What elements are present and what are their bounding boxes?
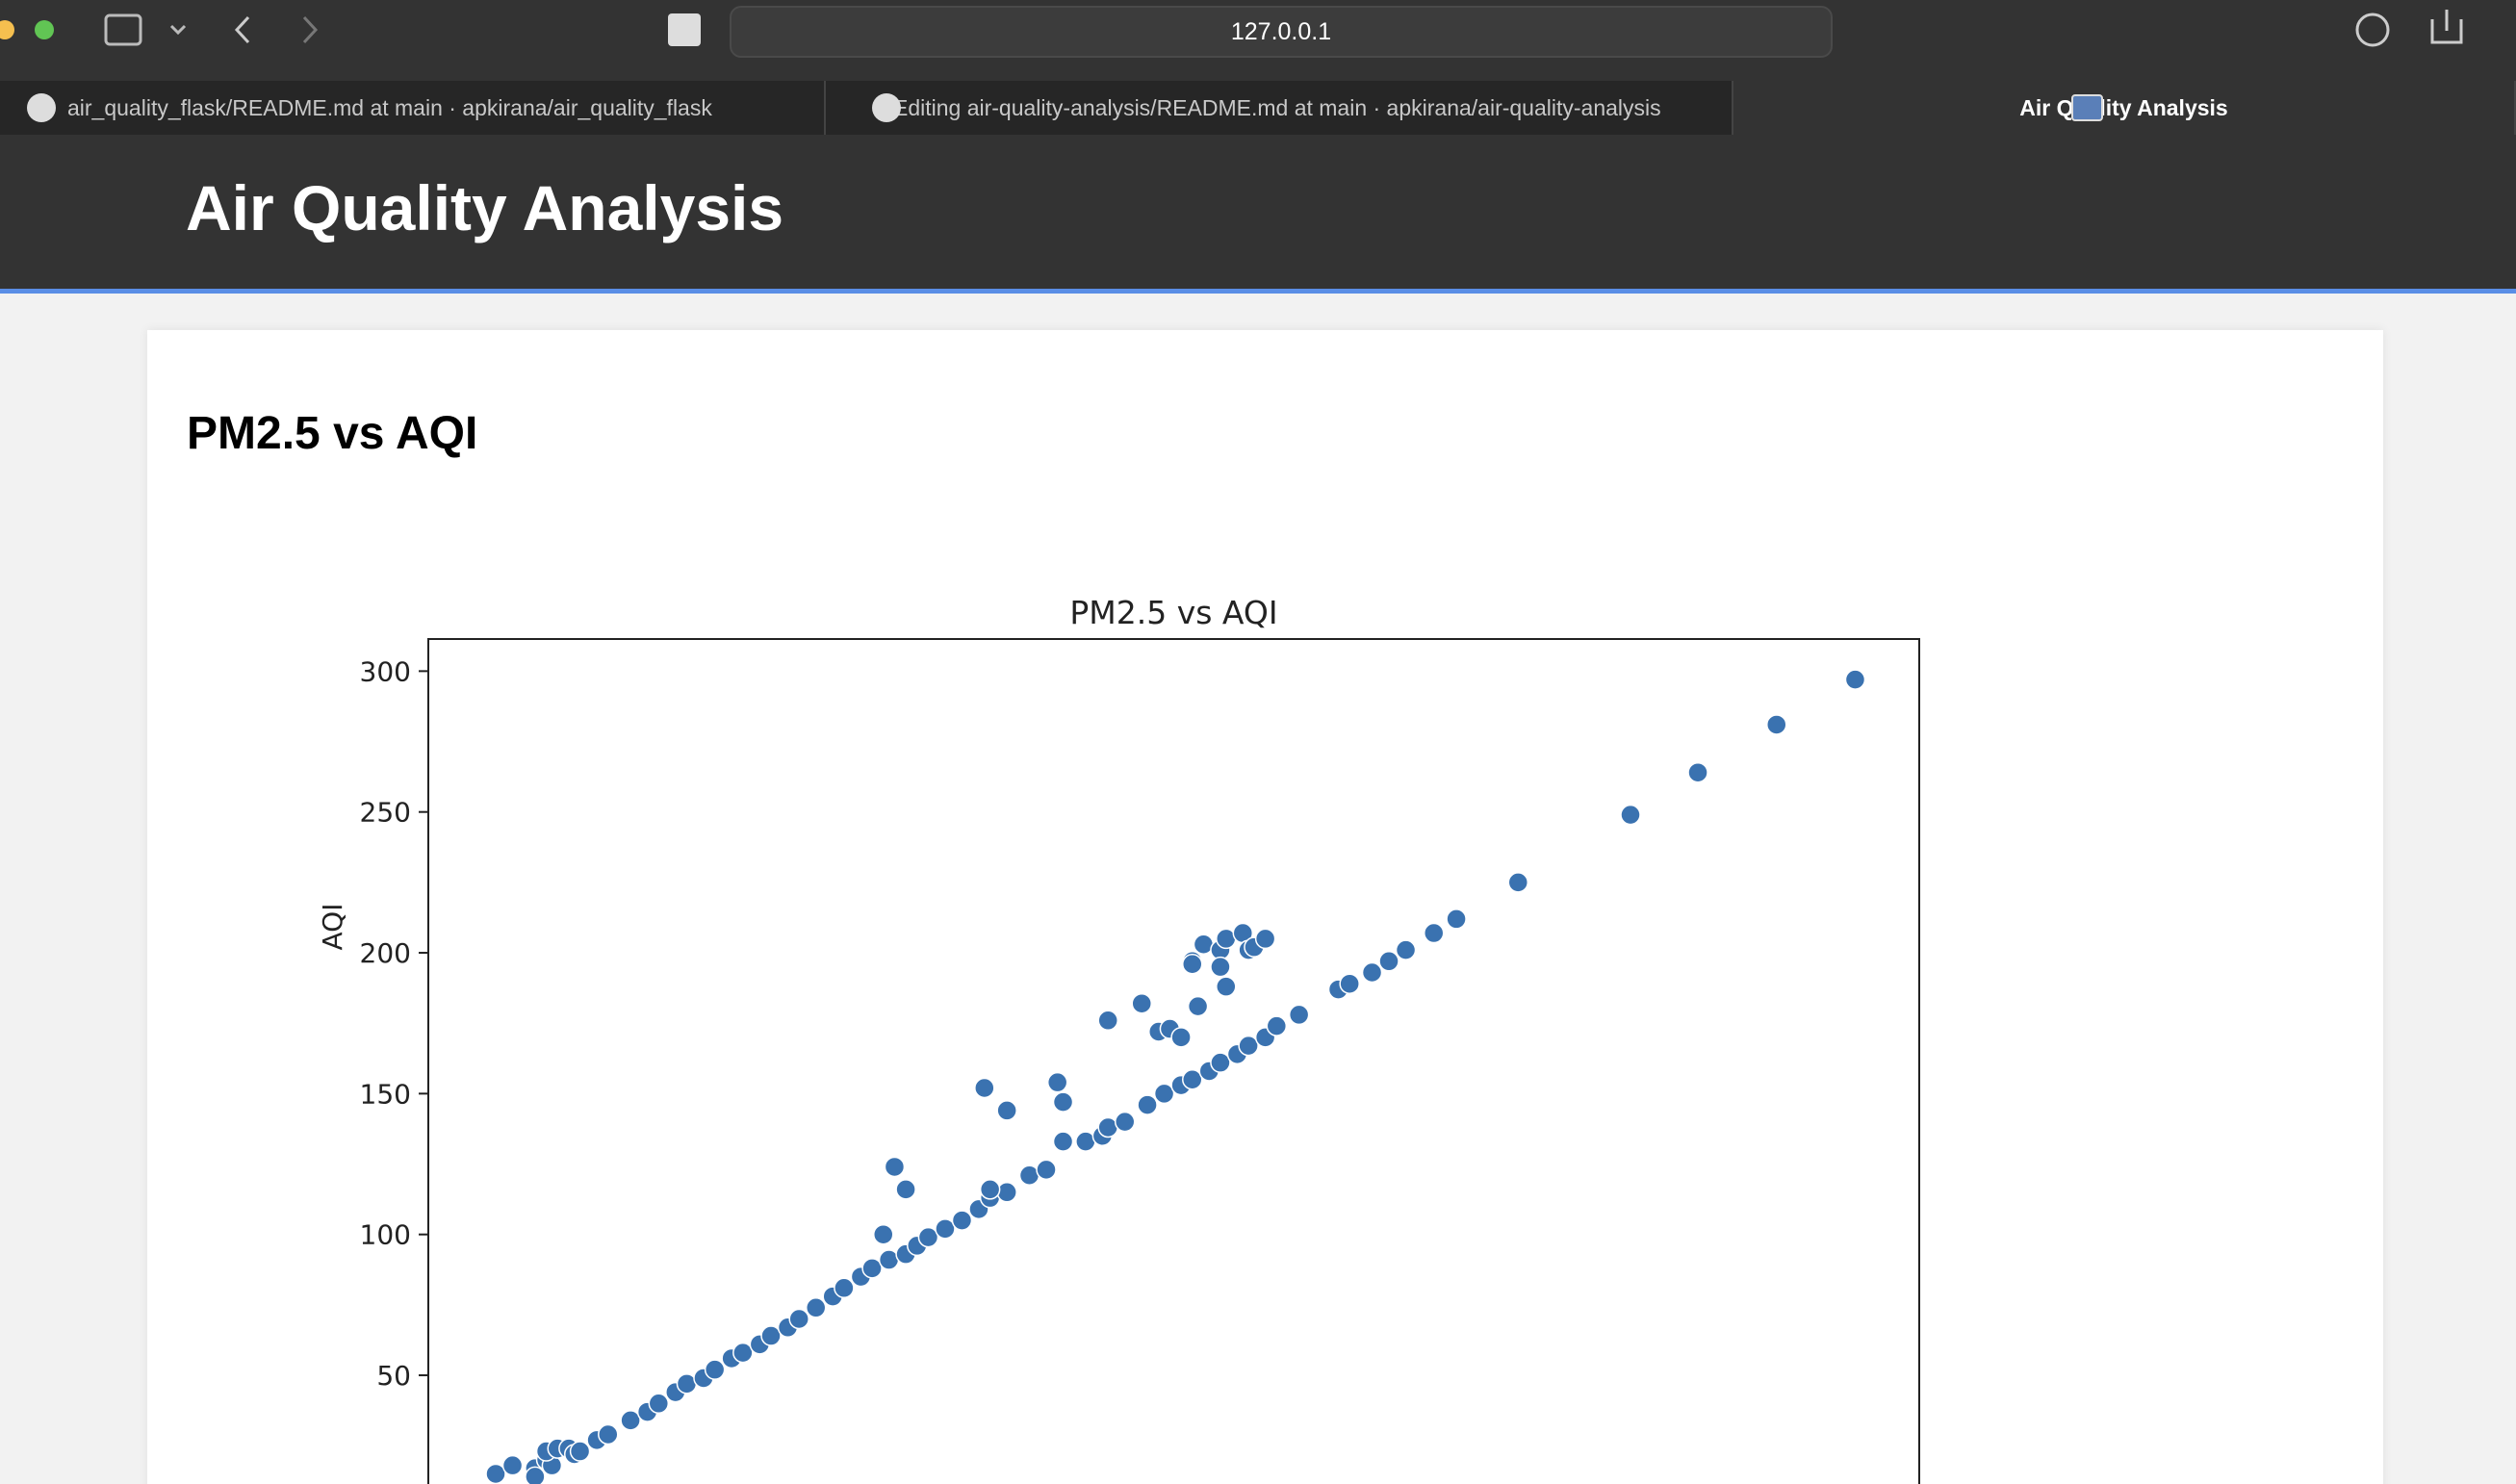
scatter-point <box>1446 908 1467 930</box>
scatter-point <box>996 1100 1017 1121</box>
page-header: Air Quality Analysis <box>0 135 2516 294</box>
scatter-point <box>704 1359 726 1380</box>
scatter-point <box>895 1179 916 1200</box>
sidebar-menu[interactable] <box>169 24 187 36</box>
scatter-point <box>1687 761 1708 783</box>
section-title: PM2.5 vs AQI <box>187 408 478 459</box>
scatter-point <box>1052 1131 1074 1152</box>
scatter-point <box>1036 1159 1057 1181</box>
scatter-point <box>917 1226 939 1248</box>
y-tick-label: 300 <box>360 655 411 687</box>
scatter-point <box>834 1277 855 1299</box>
scatter-point <box>760 1325 782 1346</box>
scatter-point <box>1266 1015 1288 1036</box>
scatter-point <box>974 1077 995 1099</box>
y-tick-label: 50 <box>376 1360 411 1392</box>
scatter-point <box>884 1156 906 1178</box>
back-button[interactable] <box>234 15 250 44</box>
scatter-point <box>1182 1068 1203 1090</box>
page-icon <box>2071 94 2103 121</box>
scatter-point <box>569 1441 591 1462</box>
scatter-point <box>1182 953 1203 975</box>
scatter-point <box>525 1466 546 1484</box>
scatter-point <box>996 1182 1017 1203</box>
scatter-point <box>1507 872 1529 893</box>
page-title: Air Quality Analysis <box>186 172 784 243</box>
tab-bar: air_quality_flask/README.md at main · ap… <box>0 81 2516 135</box>
scatter-point <box>1046 1071 1068 1093</box>
y-axis-label: AQI <box>317 904 348 951</box>
scatter-point <box>1361 961 1383 984</box>
scatter-point <box>598 1423 619 1446</box>
tab-icons <box>27 93 2103 122</box>
scatter-point <box>1170 1027 1192 1048</box>
y-tick-label: 250 <box>360 797 411 829</box>
scatter-point <box>1378 951 1399 972</box>
scatter-point <box>805 1297 827 1318</box>
scatter-point <box>873 1223 894 1245</box>
scatter-point <box>1187 995 1209 1017</box>
scatter-point <box>861 1258 883 1279</box>
scatter-point <box>1288 1004 1310 1026</box>
scatter-point <box>1216 976 1237 997</box>
github-icon <box>872 93 901 122</box>
downloads-button[interactable] <box>2355 13 2390 47</box>
sidebar-button[interactable] <box>104 13 142 46</box>
scatter-point <box>1210 1052 1231 1073</box>
scatter-point <box>788 1308 809 1330</box>
scatter-point <box>1153 1083 1175 1105</box>
chart-title: PM2.5 vs AQI <box>1069 594 1277 631</box>
scatter-point <box>1114 1111 1136 1133</box>
scatter-point <box>1339 973 1360 994</box>
scatter-point <box>501 1454 524 1476</box>
scatter-point <box>648 1393 670 1415</box>
plot-frame <box>427 638 1920 1484</box>
address-bar[interactable]: 127.0.0.1 <box>730 6 1833 58</box>
github-icon <box>27 93 56 122</box>
scatter-point <box>1137 1094 1158 1115</box>
tab[interactable]: Air Quality Analysis <box>1733 81 2516 135</box>
share-button[interactable] <box>2430 10 2463 44</box>
y-tick-label: 100 <box>360 1219 411 1251</box>
scatter-point <box>1097 1010 1118 1032</box>
scatter-point <box>1131 992 1152 1014</box>
scatter-point <box>951 1210 973 1231</box>
notion-icon[interactable] <box>668 13 701 46</box>
forward-button[interactable] <box>302 15 319 44</box>
scatter-point <box>1423 922 1445 944</box>
tab[interactable]: air_quality_flask/README.md at main · ap… <box>0 81 826 135</box>
tab[interactable]: Editing air-quality-analysis/README.md a… <box>826 81 1733 135</box>
scatter-point <box>620 1410 641 1431</box>
scatter-point <box>1238 1035 1259 1057</box>
scatter-point <box>732 1342 754 1364</box>
scatter-point <box>1766 714 1787 735</box>
scatter-point <box>1844 669 1866 690</box>
minimize-button[interactable] <box>0 20 14 39</box>
scatter-point <box>485 1463 506 1484</box>
chart-card: PM2.5 vs AQI <box>147 330 2383 1484</box>
scatter-point <box>1052 1091 1074 1113</box>
scatter-point <box>935 1218 956 1240</box>
scatter-point <box>1254 928 1276 950</box>
y-tick-label: 150 <box>360 1078 411 1110</box>
scatter-point <box>979 1179 1001 1200</box>
scatter-point <box>1395 939 1417 960</box>
zoom-button[interactable] <box>35 20 54 39</box>
toolbar: 127.0.0.1 <box>0 0 2516 81</box>
y-tick-label: 200 <box>360 937 411 969</box>
scatter-point <box>1210 956 1231 978</box>
scatter-point <box>1620 804 1641 826</box>
